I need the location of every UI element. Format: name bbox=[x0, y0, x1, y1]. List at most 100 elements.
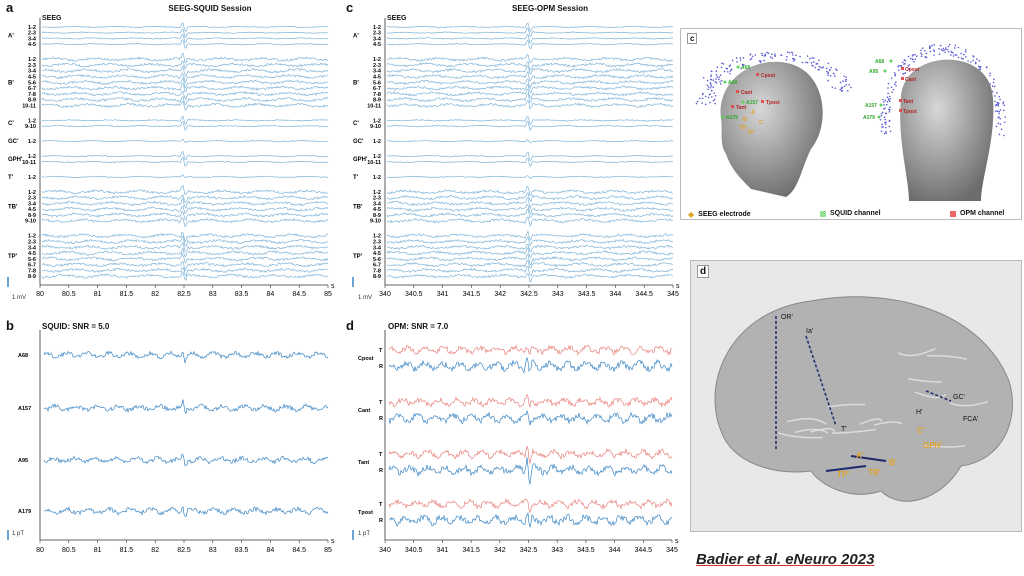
opm-channel-marker bbox=[756, 73, 759, 76]
sensor-dot bbox=[914, 58, 917, 60]
sensor-dot bbox=[827, 71, 829, 74]
b-x-tick-label: 81.5 bbox=[120, 547, 134, 554]
sensor-dot bbox=[907, 68, 910, 70]
sensor-dot bbox=[933, 50, 936, 53]
sensor-dot bbox=[913, 60, 915, 63]
sensor-dot bbox=[921, 53, 923, 56]
d-opm-tangential-trace bbox=[388, 498, 673, 514]
c-x-tick-label: 343.5 bbox=[578, 291, 596, 298]
squid-channel-marker bbox=[721, 115, 725, 119]
c-x-tick-label: 342.5 bbox=[520, 291, 538, 298]
sensor-dot bbox=[889, 98, 891, 100]
c-group-label: C' bbox=[353, 121, 359, 127]
sensor-dot bbox=[829, 75, 832, 77]
sensor-dot bbox=[1004, 116, 1007, 118]
sensor-dot bbox=[998, 133, 1001, 136]
sensor-dot bbox=[845, 80, 847, 83]
c-channel-label: 3-4 bbox=[373, 201, 382, 207]
sensor-dot bbox=[885, 112, 888, 115]
a-seeg-trace bbox=[41, 231, 329, 243]
sensor-dot bbox=[891, 91, 893, 93]
sensor-dot bbox=[741, 63, 744, 66]
b-squid-trace bbox=[43, 350, 329, 364]
sensor-dot bbox=[932, 49, 935, 51]
b-channel-label: A179 bbox=[18, 509, 31, 515]
a-seeg-trace bbox=[41, 60, 329, 70]
sensor-dot bbox=[889, 106, 891, 108]
sensor-dot bbox=[843, 75, 845, 78]
a-x-tick-label: 85 bbox=[324, 291, 332, 298]
sensor-dot bbox=[709, 101, 711, 104]
d-sub-label: R bbox=[379, 364, 383, 370]
sensor-dot bbox=[761, 52, 763, 55]
sensor-dot bbox=[719, 83, 722, 85]
c-channel-label: 8-9 bbox=[373, 213, 381, 219]
b-squid-trace bbox=[43, 453, 329, 467]
a-x-tick-label: 81.5 bbox=[120, 291, 134, 298]
sensor-dot bbox=[894, 74, 896, 77]
sensor-dot bbox=[925, 52, 928, 55]
sensor-dot bbox=[995, 125, 998, 128]
sensor-dot bbox=[964, 50, 967, 53]
c-seeg-trace bbox=[386, 192, 674, 203]
c-group-label: GC' bbox=[353, 139, 364, 145]
sensor-dot bbox=[881, 111, 884, 114]
c-seeg-trace bbox=[387, 157, 673, 167]
sensor-dot bbox=[995, 103, 998, 106]
sensor-dot bbox=[721, 79, 723, 82]
sensor-dot bbox=[770, 53, 773, 55]
a-seeg-trace bbox=[41, 52, 328, 64]
c-seeg-trace bbox=[386, 273, 674, 282]
sensor-dot bbox=[792, 60, 795, 62]
sensor-dot bbox=[826, 67, 828, 70]
sensor-dot bbox=[952, 55, 955, 57]
sensor-dot bbox=[702, 76, 705, 79]
sensor-dot bbox=[704, 103, 707, 106]
sensor-dot bbox=[914, 53, 916, 56]
a-channel-label: 1-2 bbox=[28, 190, 36, 196]
sensor-dot bbox=[893, 72, 896, 74]
c-seeg-trace bbox=[386, 259, 674, 269]
opm-channel-marker bbox=[901, 77, 904, 80]
sensor-dot bbox=[999, 109, 1002, 111]
sensor-dot bbox=[795, 54, 797, 57]
sensor-dot bbox=[885, 132, 887, 135]
a-channel-label: 3-4 bbox=[28, 69, 37, 75]
sensor-dot bbox=[827, 62, 830, 65]
c-x-tick-label: 345 bbox=[667, 291, 679, 298]
sulcus-line bbox=[914, 391, 947, 399]
brain-electrode-figure: d OR' Ia' T' GC' H' FCA' A' B' C' GPH' TP' TB' bbox=[690, 260, 1022, 532]
sensor-dot bbox=[992, 81, 995, 84]
sensor-dot bbox=[960, 52, 962, 55]
squid-channel-label: A68 bbox=[875, 59, 884, 65]
seeg-electrode-label: TP' bbox=[837, 470, 849, 479]
c-channel-label: 3-4 bbox=[373, 69, 382, 75]
c-channel-label: 2-3 bbox=[373, 196, 381, 202]
sensor-dot bbox=[840, 87, 843, 90]
sensor-dot bbox=[881, 126, 883, 128]
c-seeg-trace bbox=[386, 27, 674, 37]
sensor-dot bbox=[997, 102, 1000, 105]
sensor-dot bbox=[940, 48, 943, 51]
sensor-dot bbox=[766, 51, 768, 54]
squid-channel-marker bbox=[879, 103, 883, 107]
a-group-label: B' bbox=[8, 80, 14, 86]
sensor-dot bbox=[764, 53, 767, 56]
sensor-dot bbox=[892, 88, 895, 91]
sensor-dot bbox=[957, 46, 960, 49]
c-channel-label: 2-3 bbox=[373, 63, 381, 69]
c-channel-label: 7-8 bbox=[373, 92, 381, 98]
sulcus-line bbox=[810, 427, 835, 435]
a-seeg-trace bbox=[41, 33, 329, 44]
sensor-dot bbox=[714, 94, 717, 97]
opm-channel-label: Cpost bbox=[761, 73, 776, 79]
sensor-dot bbox=[711, 96, 713, 98]
sensor-dot bbox=[963, 53, 965, 56]
a-seeg-trace bbox=[41, 100, 329, 111]
sensor-dot bbox=[764, 54, 767, 57]
sulcus-line bbox=[923, 444, 966, 448]
sensor-dot bbox=[786, 51, 789, 53]
d-x-tick-label: 342.5 bbox=[520, 547, 538, 554]
legend-opm: OPM channel bbox=[950, 210, 1004, 217]
a-channel-label: 8-9 bbox=[28, 98, 36, 104]
